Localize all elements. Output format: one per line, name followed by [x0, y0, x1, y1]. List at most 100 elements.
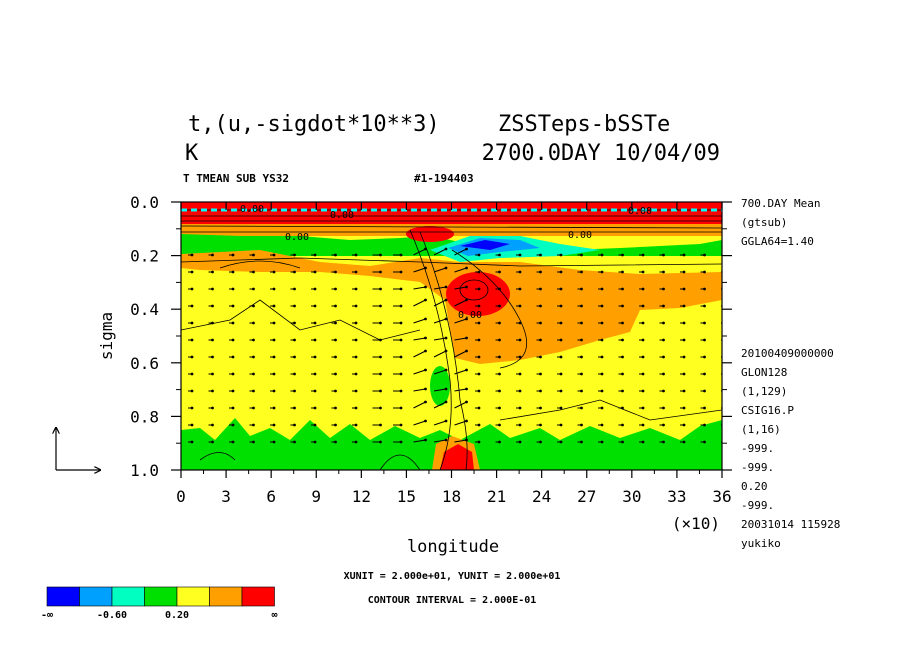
- wind-arrow: [454, 318, 467, 324]
- wind-arrow-head: [559, 389, 563, 393]
- wind-arrow-head: [600, 304, 604, 308]
- wind-arrow-head: [518, 355, 522, 359]
- wind-arrow-head: [600, 440, 604, 444]
- unit-label: K: [185, 141, 199, 166]
- wind-arrow: [413, 299, 426, 307]
- wind-arrow-head: [231, 440, 235, 444]
- wind-arrow: [454, 369, 467, 375]
- wind-arrow-head: [580, 321, 583, 325]
- wind-arrow: [413, 318, 426, 324]
- wind-arrow-head: [293, 355, 296, 359]
- wind-arrow-head: [313, 321, 317, 325]
- wind-arrow-head: [293, 372, 296, 376]
- wind-arrow-head: [465, 400, 468, 404]
- wind-arrow-head: [444, 419, 448, 423]
- wind-arrow-head: [641, 440, 645, 444]
- wind-arrow-head: [621, 321, 624, 325]
- y-axis-label: sigma: [97, 312, 116, 360]
- wind-arrow-head: [399, 406, 403, 410]
- wind-arrow-head: [190, 287, 194, 291]
- cold-anomaly-core: [460, 240, 510, 250]
- wind-arrow-head: [444, 247, 448, 251]
- wind-arrow-head: [724, 271, 726, 273]
- wind-arrow-head: [313, 338, 317, 342]
- wind-arrow-head: [379, 304, 382, 308]
- right-note-bottom: -999.: [741, 442, 774, 455]
- wind-arrow-head: [518, 423, 522, 427]
- wind-arrow-head: [354, 372, 358, 376]
- wind-arrow-head: [313, 389, 317, 393]
- wind-arrow-head: [498, 440, 501, 444]
- right-note-bottom: -999.: [741, 499, 774, 512]
- subtitle-right: #1-194403: [414, 172, 474, 185]
- wind-arrow-head: [354, 321, 358, 325]
- wind-arrow-head: [641, 355, 645, 359]
- x-axis: 0 3 6 9 12 15 18 21 24 27 30 33 36: [176, 202, 732, 506]
- wind-arrow-head: [444, 298, 448, 302]
- wind-arrow: [413, 337, 426, 341]
- wind-arrow: [433, 337, 447, 341]
- wind-arrow-head: [641, 389, 645, 393]
- wind-arrow-head: [313, 372, 317, 376]
- wind-arrow-head: [465, 317, 468, 321]
- y-tick-label: 0.2: [130, 247, 159, 266]
- contour-label: 0.00: [285, 232, 309, 243]
- wind-arrow-head: [662, 321, 665, 325]
- wind-arrow-head: [272, 338, 276, 342]
- legend-label: ∞: [271, 610, 277, 621]
- wind-arrow-head: [252, 355, 255, 359]
- wind-arrow-head: [662, 287, 665, 291]
- wind-arrow-head: [600, 321, 604, 325]
- wind-arrow-head: [190, 423, 194, 427]
- x-tick-label: 6: [266, 487, 276, 506]
- wind-arrow-head: [621, 406, 624, 410]
- wind-arrow-head: [211, 406, 214, 410]
- wind-arrow-head: [272, 321, 276, 325]
- wind-arrow-head: [379, 355, 382, 359]
- wind-arrow-head: [600, 287, 604, 291]
- wind-arrow-head: [682, 372, 686, 376]
- wind-arrow-head: [518, 253, 522, 257]
- wind-arrow-head: [334, 372, 337, 376]
- wind-arrow-head: [272, 372, 276, 376]
- wind-arrow-head: [682, 406, 686, 410]
- top-orange-band: [181, 224, 722, 236]
- wind-arrow-head: [682, 355, 686, 359]
- wind-arrow: [413, 388, 426, 392]
- wind-arrow-head: [190, 440, 194, 444]
- wind-arrow-head: [559, 338, 563, 342]
- wind-arrow-head: [477, 389, 481, 393]
- wind-arrow-head: [272, 304, 276, 308]
- wind-arrow-head: [724, 356, 726, 358]
- wind-arrow: [454, 401, 467, 409]
- wind-arrow-head: [641, 423, 645, 427]
- wind-arrow-head: [580, 372, 583, 376]
- wind-arrow-head: [621, 338, 624, 342]
- time-label: 2700.0DAY 10/04/09: [482, 141, 720, 166]
- wind-arrow-head: [641, 287, 645, 291]
- wind-arrow-head: [231, 253, 235, 257]
- wind-arrow-head: [724, 441, 726, 443]
- wind-arrow-head: [600, 270, 604, 274]
- wind-arrow-head: [190, 355, 194, 359]
- wind-arrow-head: [703, 253, 706, 257]
- wind-arrow-head: [498, 304, 501, 308]
- x-tick-label: 9: [311, 487, 321, 506]
- wind-arrow-head: [559, 355, 563, 359]
- wind-arrow-head: [231, 270, 235, 274]
- wind-arrow: [454, 388, 467, 392]
- wind-arrow-head: [313, 270, 317, 274]
- right-note-top: GGLA64=1.40: [741, 235, 814, 248]
- wind-arrow-head: [354, 440, 358, 444]
- wind-arrow-head: [399, 355, 403, 359]
- wind-arrow: [433, 401, 447, 409]
- mid-green-blob: [430, 366, 450, 406]
- wind-arrow-head: [641, 372, 645, 376]
- wind-arrow-head: [724, 305, 726, 307]
- wind-arrow-head: [559, 423, 563, 427]
- wind-arrow-head: [211, 338, 214, 342]
- wind-arrow-head: [662, 440, 665, 444]
- wind-arrow-head: [211, 389, 214, 393]
- wind-arrow-head: [354, 355, 358, 359]
- wind-arrow: [413, 420, 426, 426]
